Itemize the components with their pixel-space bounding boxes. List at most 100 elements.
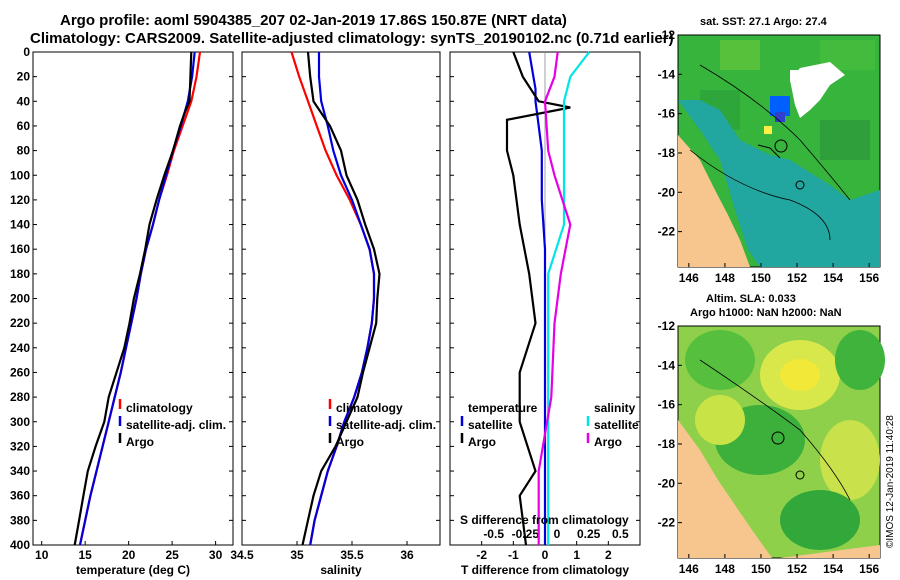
s-tick-label: -0.5 <box>483 527 504 541</box>
y-tick-label: 220 <box>10 316 30 330</box>
title-line-2: Climatology: CARS2009. Satellite-adjuste… <box>30 30 674 47</box>
map-y-tick-label: -14 <box>658 67 676 81</box>
map-x-tick-label: 146 <box>679 271 699 285</box>
x-tick-label: 36 <box>400 548 414 562</box>
salinity-panel: 34.5 35 35.5 36 salinity <box>230 51 441 577</box>
y-tick-label: 200 <box>10 292 30 306</box>
s-tick-label: 0.25 <box>577 527 601 541</box>
series-t-argo <box>505 51 571 546</box>
x-tick-label: 15 <box>78 548 92 562</box>
x-tick-label: 25 <box>165 548 179 562</box>
map-x-tick-label: 148 <box>715 562 735 576</box>
y-tick-label: 180 <box>10 267 30 281</box>
legend-satellite: satellite-adj. clim. <box>126 418 226 432</box>
legend-temperature-title: temperature <box>468 401 538 415</box>
map-x-tick-label: 156 <box>859 562 879 576</box>
y-tick-label: 360 <box>10 489 30 503</box>
map-x-tick-label: 154 <box>823 271 843 285</box>
x-axis-label: temperature (deg C) <box>76 563 190 577</box>
sla-map-title-1: Altim. SLA: 0.033 <box>706 293 796 305</box>
series-s-argo <box>537 51 572 545</box>
y-tick-label: 380 <box>10 513 30 527</box>
series-satellite-adj-clim- <box>78 51 196 546</box>
y-tick-label: 400 <box>10 538 30 552</box>
x-axis-label: T difference from climatology <box>461 563 629 577</box>
x-tick-label: 34.5 <box>230 548 254 562</box>
map-y-tick-label: -22 <box>658 516 676 530</box>
legend-s-satellite: satellite <box>594 418 639 432</box>
y-tick-label: 340 <box>10 464 30 478</box>
y-tick-label: 120 <box>10 193 30 207</box>
map-x-tick-label: 148 <box>715 271 735 285</box>
x-tick-label: -2 <box>476 548 487 562</box>
y-tick-label: 320 <box>10 439 30 453</box>
x-tick-label: 1 <box>573 548 580 562</box>
salinity-axes-frame <box>241 51 441 546</box>
sst-map <box>677 34 881 268</box>
map-y-tick-label: -20 <box>658 476 676 490</box>
x-tick-label: 35 <box>290 548 304 562</box>
s-diff-axis-label: S difference from climatology <box>460 513 629 527</box>
legend-salinity-title: salinity <box>594 401 636 415</box>
y-tick-label: 80 <box>17 144 31 158</box>
title-line-1: Argo profile: aoml 5904385_207 02-Jan-20… <box>60 12 567 29</box>
sst_map-axes: 146 148 150 152 154 156 -12 -14 -16 -18 -20 -22 <box>658 28 880 285</box>
legend-argo: Argo <box>126 435 154 449</box>
y-tick-label: 40 <box>17 94 31 108</box>
map-y-tick-label: -12 <box>658 28 676 42</box>
sla-map <box>677 325 885 559</box>
map-y-tick-label: -16 <box>658 398 676 412</box>
sal-legend: climatology satellite-adj. clim. Argo <box>328 399 436 449</box>
sla-map-title-2: Argo h1000: NaN h2000: NaN <box>690 307 842 319</box>
legend-satellite: satellite-adj. clim. <box>336 418 436 432</box>
s-tick-label: 0 <box>554 527 561 541</box>
legend-climatology: climatology <box>126 401 193 415</box>
map-y-tick-label: -12 <box>658 319 676 333</box>
y-tick-label: 300 <box>10 415 30 429</box>
series-s-satellite <box>547 51 591 545</box>
legend-t-argo: Argo <box>468 435 496 449</box>
map-y-tick-label: -14 <box>658 358 676 372</box>
sst-map-title: sat. SST: 27.1 Argo: 27.4 <box>700 16 828 28</box>
y-tick-label: 280 <box>10 390 30 404</box>
map-x-tick-label: 152 <box>787 271 807 285</box>
s-tick-label: 0.5 <box>612 527 629 541</box>
stamp: ©IMOS 12-Jan-2019 11:40:28 <box>885 415 896 548</box>
x-tick-label: 35.5 <box>340 548 364 562</box>
map-x-tick-label: 152 <box>787 562 807 576</box>
y-tick-label: 140 <box>10 218 30 232</box>
x-tick-label: -1 <box>508 548 519 562</box>
x-tick-label: 0 <box>542 548 549 562</box>
map-x-tick-label: 156 <box>859 271 879 285</box>
x-tick-label: 10 <box>35 548 49 562</box>
legend-climatology: climatology <box>336 401 403 415</box>
map-x-tick-label: 150 <box>751 562 771 576</box>
series-satellite-adj-clim- <box>309 52 376 546</box>
y-tick-label: 20 <box>17 70 31 84</box>
x-tick-label: 2 <box>605 548 612 562</box>
y-tick-label: 160 <box>10 242 30 256</box>
sla_map-axes: 146 148 150 152 154 156 -12 -14 -16 -18 -20 -22 <box>658 319 880 576</box>
map-x-tick-label: 146 <box>679 562 699 576</box>
legend-t-satellite: satellite <box>468 418 513 432</box>
y-tick-label: 100 <box>10 168 30 182</box>
x-tick-label: 20 <box>122 548 136 562</box>
map-x-tick-label: 154 <box>823 562 843 576</box>
map-y-tick-label: -20 <box>658 185 676 199</box>
map-y-tick-label: -18 <box>658 146 676 160</box>
map-y-tick-label: -16 <box>658 107 676 121</box>
map-y-tick-label: -18 <box>658 437 676 451</box>
y-tick-label: 260 <box>10 365 30 379</box>
x-tick-label: 30 <box>209 548 223 562</box>
temperature-panel: 0 20 40 60 80 100 120 140 160 180 200 220 240 260 280 3… <box>10 45 234 577</box>
legend-s-argo: Argo <box>594 435 622 449</box>
y-tick-label: 0 <box>23 45 30 59</box>
y-tick-label: 240 <box>10 341 30 355</box>
legend-argo: Argo <box>336 435 364 449</box>
diff-legend: temperature salinity satellite Argo sate… <box>460 401 639 449</box>
series-argo <box>73 51 193 546</box>
x-axis-label: salinity <box>320 563 362 577</box>
map-y-tick-label: -22 <box>658 225 676 239</box>
